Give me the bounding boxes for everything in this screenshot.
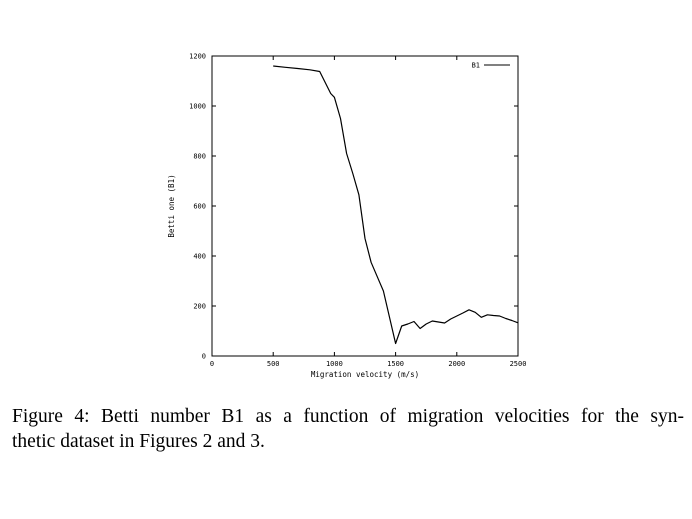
x-tick-label: 2500 [510,360,527,368]
y-tick-label: 600 [193,203,206,211]
y-tick-label: 0 [202,353,206,361]
legend: B1 [472,62,510,70]
caption-line-1: Figure 4: Betti number B1 as a function … [12,406,684,427]
chart: 0 500 1000 1500 2000 2500 0 200 400 600 800 1000 120… [167,53,526,380]
caption-line-2: thetic dataset in Figures 2 and 3. [12,431,265,452]
x-tick-label: 2000 [448,360,465,368]
figure-caption: Figure 4: Betti number B1 as a function … [12,404,684,454]
y-tick-label: 1200 [189,53,206,61]
series-line-b1 [273,65,519,345]
figure: 0 500 1000 1500 2000 2500 0 200 400 600 800 1000 120… [167,53,526,380]
y-tick-label: 800 [193,153,206,161]
legend-label: B1 [472,62,480,70]
x-tick-label: 0 [210,360,214,368]
ticks: 0 500 1000 1500 2000 2500 0 200 400 600 800 1000 120… [189,53,526,369]
x-axis-label: Migration velocity (m/s) [311,370,419,379]
y-tick-label: 200 [193,303,206,311]
y-tick-label: 1000 [189,103,206,111]
x-tick-label: 1500 [387,360,404,368]
x-tick-label: 1000 [326,360,343,368]
x-tick-label: 500 [267,360,280,368]
series-lines [273,65,519,345]
y-tick-label: 400 [193,253,206,261]
y-axis-label: Betti one (B1) [167,174,176,237]
